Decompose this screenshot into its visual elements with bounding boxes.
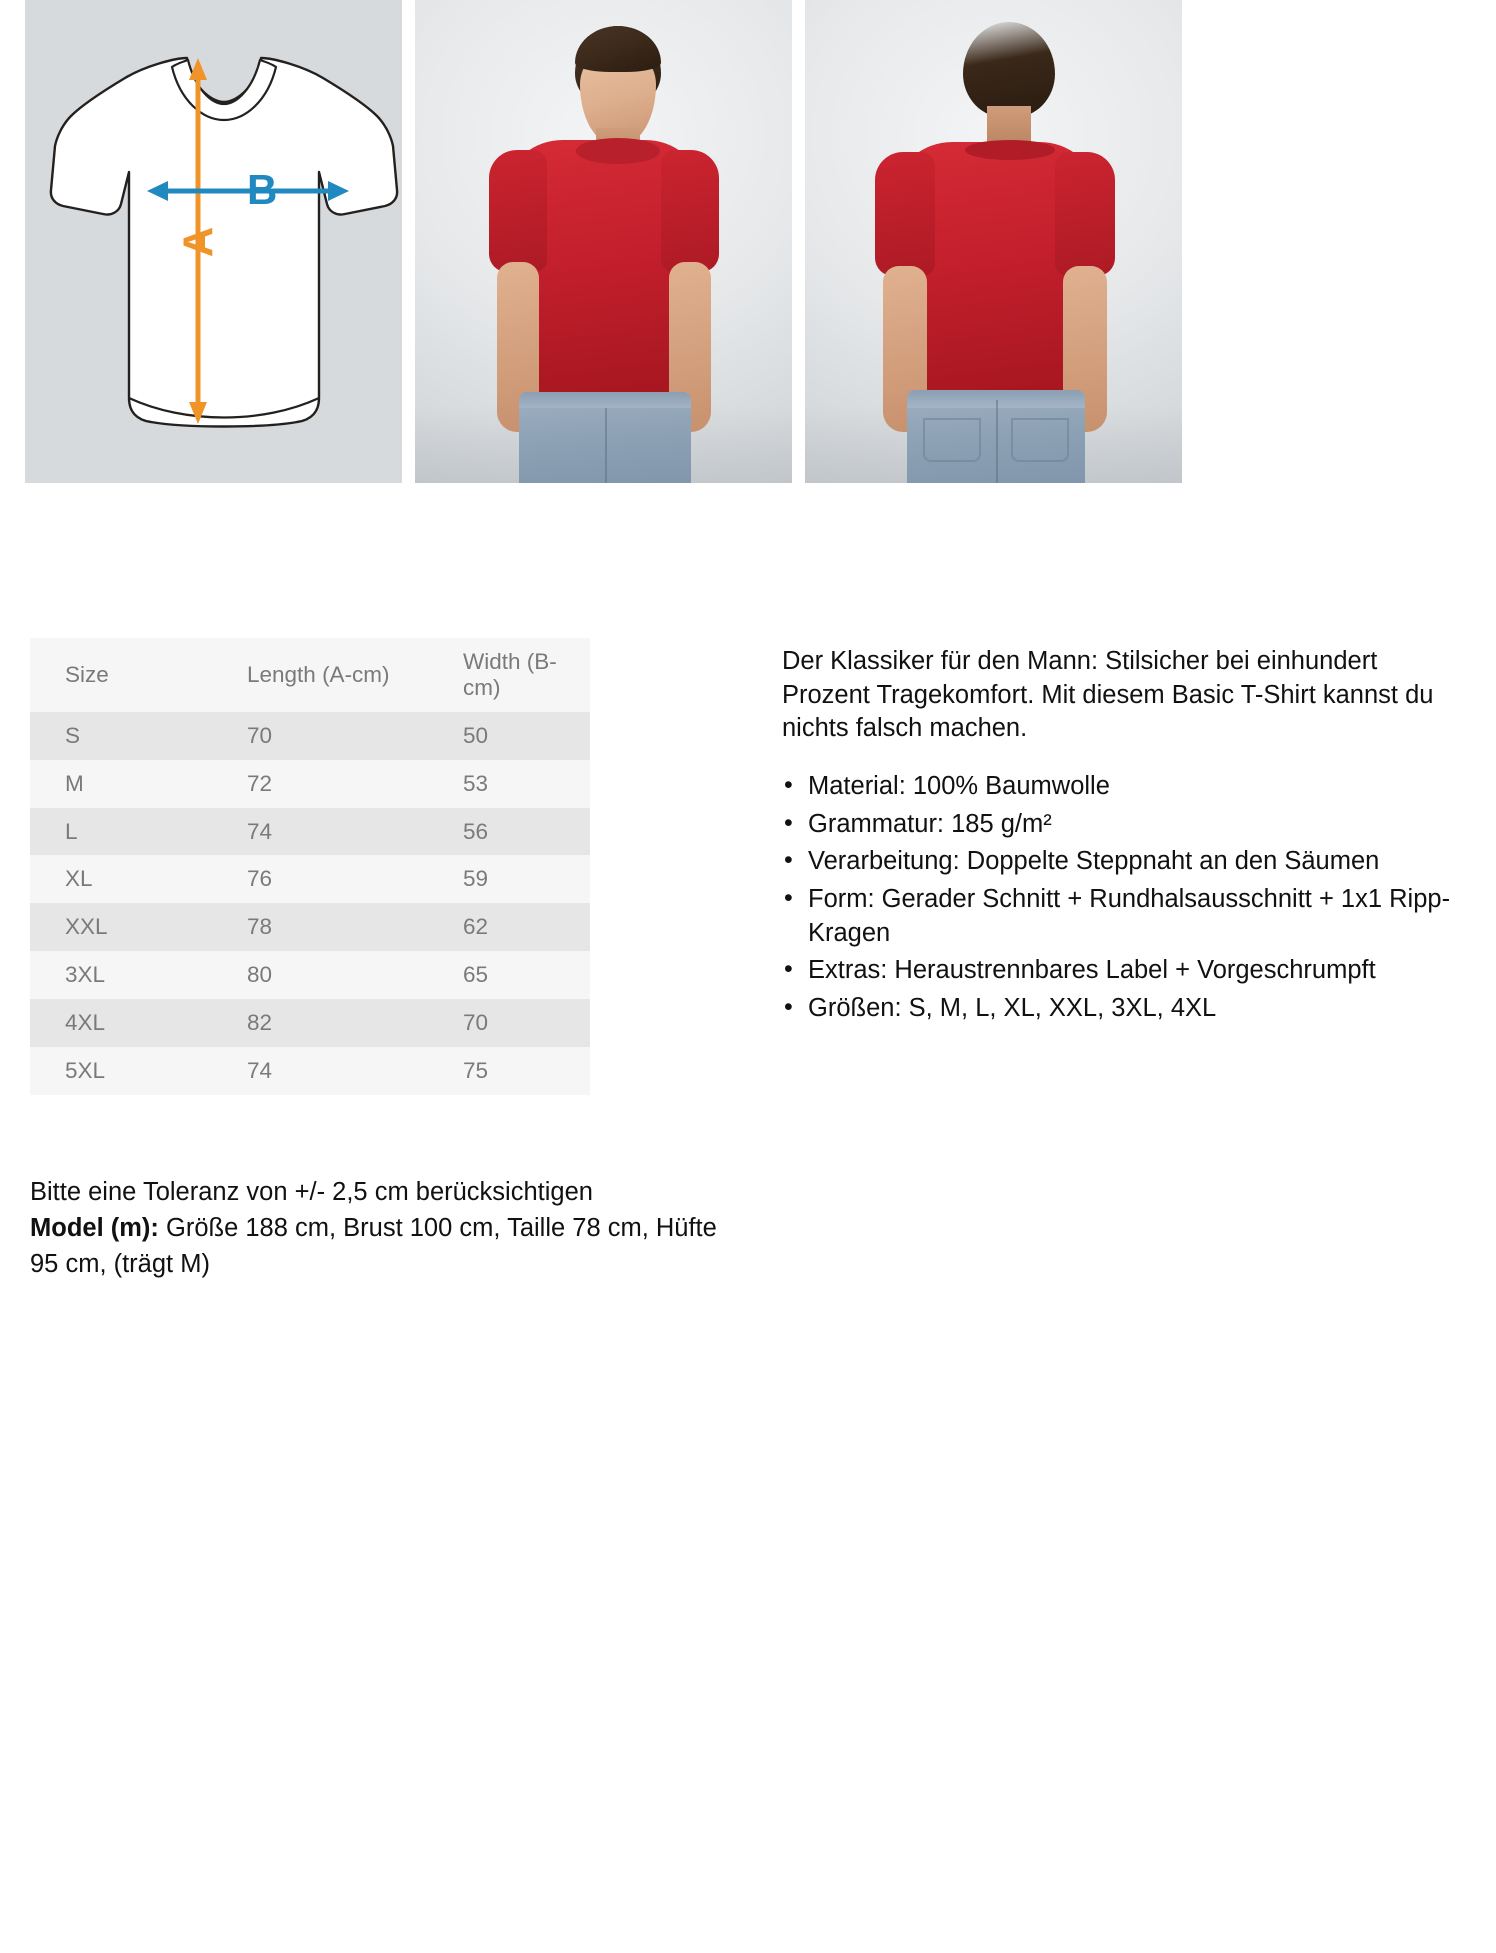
cell-width: 75 [463, 1057, 489, 1083]
cell-size: 5XL [65, 1057, 106, 1083]
cell-size: XXL [65, 914, 108, 940]
cell-width: 62 [463, 914, 489, 940]
model-details: Größe 188 cm, Brust 100 cm, Taille 78 cm… [30, 1214, 717, 1279]
list-item: • Grammatur: 185 g/m² [782, 808, 1452, 842]
bullet-icon: • [784, 883, 793, 912]
cell-size: M [65, 770, 84, 796]
table-row: L 74 56 [30, 807, 590, 856]
list-item-label: Material: 100% Baumwolle [808, 771, 1110, 800]
table-row: M 72 53 [30, 759, 590, 808]
model-photo-back [805, 0, 1182, 483]
cell-length: 82 [247, 1010, 273, 1035]
cell-size: 4XL [65, 1010, 106, 1035]
table-row: XXL 78 62 [30, 903, 590, 952]
measure-label-b: B [247, 166, 277, 213]
cell-size: S [65, 722, 81, 748]
cell-width: 65 [463, 962, 489, 988]
model-figure-front [415, 0, 792, 483]
cell-size: XL [65, 866, 93, 892]
table-row: 3XL 80 65 [30, 951, 590, 999]
cell-width: 70 [463, 1010, 489, 1035]
cell-width: 56 [463, 818, 489, 844]
product-image-strip: B A [25, 0, 1473, 483]
cell-width: 53 [463, 770, 489, 796]
list-item-label: Grammatur: 185 g/m² [808, 809, 1052, 838]
list-item: • Form: Gerader Schnitt + Rundhalsaussch… [782, 883, 1452, 950]
bullet-icon: • [784, 955, 793, 984]
cell-width: 50 [463, 722, 489, 748]
bullet-icon: • [784, 846, 793, 875]
description-intro: Der Klassiker für den Mann: Stilsicher b… [782, 647, 1434, 743]
list-item-label: Form: Gerader Schnitt + Rundhalsausschni… [808, 884, 1451, 947]
list-item: • Größen: S, M, L, XL, XXL, 3XL, 4XL [782, 992, 1452, 1026]
table-row: S 70 50 [30, 711, 590, 760]
size-chart-footnote: Bitte eine Toleranz von +/- 2,5 cm berüc… [30, 1174, 750, 1283]
description-feature-list: • Material: 100% Baumwolle • Grammatur: … [782, 770, 1452, 1026]
list-item: • Verarbeitung: Doppelte Steppnaht an de… [782, 845, 1452, 879]
column-header-length: Length (A-cm) [247, 661, 390, 687]
list-item: • Material: 100% Baumwolle [782, 770, 1452, 804]
cell-length: 76 [247, 866, 273, 892]
model-label: Model (m): [30, 1214, 159, 1243]
column-header-size: Size [65, 661, 109, 687]
cell-length: 72 [247, 770, 273, 796]
cell-size: L [65, 818, 78, 844]
table-row: XL 76 59 [30, 855, 590, 904]
cell-length: 74 [247, 818, 273, 844]
list-item-label: Verarbeitung: Doppelte Steppnaht an den … [808, 847, 1380, 876]
model-figure-back [805, 0, 1182, 483]
bullet-icon: • [784, 770, 793, 799]
table-row: 4XL 82 70 [30, 999, 590, 1047]
table-row: 5XL 74 75 [30, 1046, 590, 1095]
cell-length: 74 [247, 1057, 273, 1083]
size-chart-table: Size Length (A-cm) Width (B-cm) S 70 50 … [30, 638, 590, 1095]
measure-label-a: A [175, 227, 222, 257]
tshirt-measurement-diagram: B A [25, 0, 402, 483]
cell-length: 80 [247, 962, 273, 988]
column-header-width: Width (B-cm) [463, 649, 557, 700]
measure-arrow-b [147, 181, 349, 201]
tolerance-note: Bitte eine Toleranz von +/- 2,5 cm berüc… [30, 1178, 593, 1206]
cell-width: 59 [463, 866, 489, 892]
bullet-icon: • [784, 992, 793, 1021]
list-item: • Extras: Heraustrennbares Label + Vorge… [782, 954, 1452, 988]
list-item-label: Größen: S, M, L, XL, XXL, 3XL, 4XL [808, 993, 1217, 1022]
bullet-icon: • [784, 808, 793, 837]
cell-length: 78 [247, 914, 273, 940]
list-item-label: Extras: Heraustrennbares Label + Vorgesc… [808, 956, 1376, 985]
measure-arrow-a [189, 58, 207, 424]
product-description: Der Klassiker für den Mann: Stilsicher b… [782, 645, 1452, 1030]
model-note: Model (m): Größe 188 cm, Brust 100 cm, T… [30, 1210, 750, 1282]
cell-length: 70 [247, 722, 273, 748]
table-header-row: Size Length (A-cm) Width (B-cm) [30, 638, 590, 712]
cell-size: 3XL [65, 962, 106, 988]
model-photo-front [415, 0, 792, 483]
